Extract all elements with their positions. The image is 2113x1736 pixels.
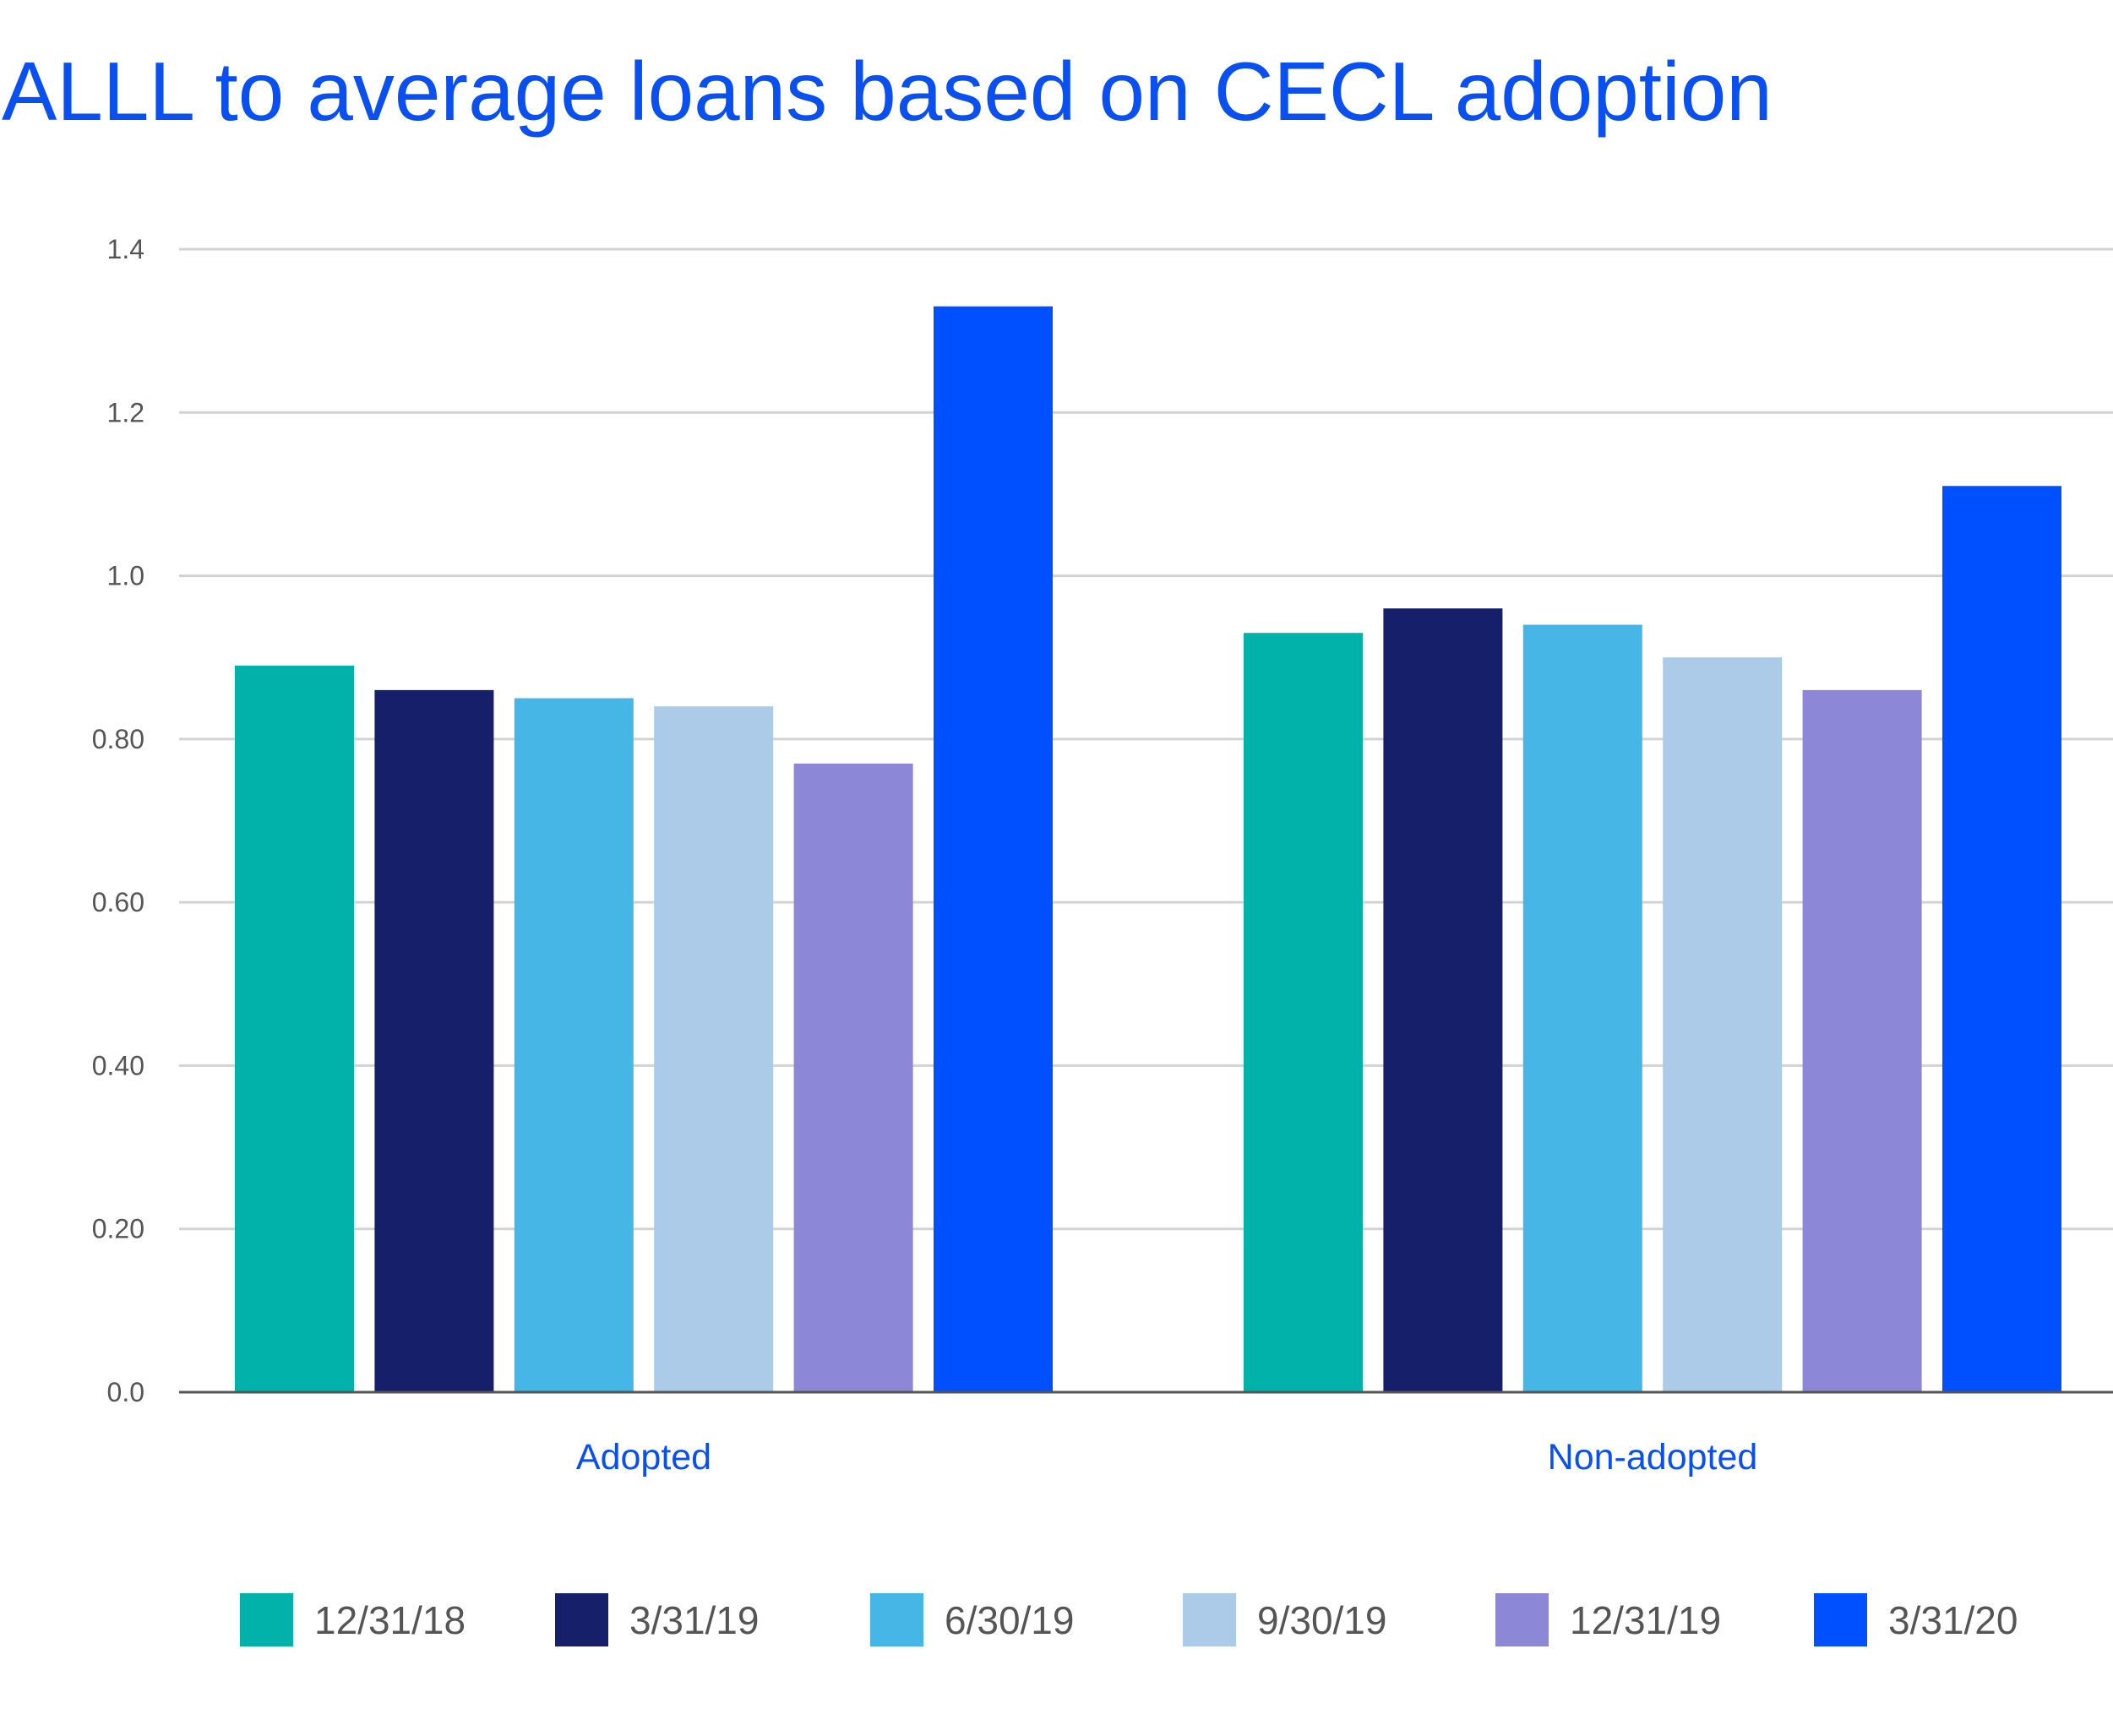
bar-6-30-19-adopted — [514, 698, 634, 1392]
legend-label: 6/30/19 — [945, 1598, 1074, 1642]
bar-3-31-20-adopted — [934, 306, 1053, 1392]
bar-6-30-19-non-adopted — [1522, 624, 1642, 1392]
y-tick-label: 0.20 — [92, 1214, 144, 1244]
legend-label: 12/31/18 — [314, 1598, 466, 1642]
legend-swatch — [1814, 1593, 1867, 1646]
bar-3-31-19-adopted — [374, 689, 494, 1392]
y-tick-label: 1.4 — [107, 234, 144, 264]
bar-9-30-19-adopted — [654, 706, 774, 1392]
bar-12-31-19-non-adopted — [1802, 689, 1922, 1392]
bar-9-30-19-non-adopted — [1663, 657, 1783, 1392]
legend-label: 3/31/20 — [1888, 1598, 2018, 1642]
bar-12-31-18-adopted — [235, 665, 354, 1392]
y-tick-label: 1.0 — [107, 561, 144, 591]
legend-label: 9/30/19 — [1257, 1598, 1386, 1642]
x-category-label: Non-adopted — [1548, 1437, 1758, 1478]
legend-swatch — [240, 1593, 293, 1646]
y-tick-label: 1.2 — [107, 397, 144, 427]
y-tick-label: 0.40 — [92, 1050, 144, 1080]
legend-label: 12/31/19 — [1570, 1598, 1721, 1642]
bar-12-31-19-adopted — [793, 763, 913, 1392]
bar-3-31-19-non-adopted — [1383, 608, 1503, 1392]
y-tick-label: 0.60 — [92, 887, 144, 917]
legend-swatch — [1495, 1593, 1549, 1646]
legend-label: 3/31/19 — [629, 1598, 759, 1642]
chart-title: ALLL to average loans based on CECL adop… — [2, 45, 1773, 138]
bar-12-31-18-non-adopted — [1244, 633, 1363, 1392]
y-tick-label: 0.80 — [92, 724, 144, 754]
legend-swatch — [1183, 1593, 1236, 1646]
bar-3-31-20-non-adopted — [1942, 486, 2061, 1392]
y-tick-label: 0.0 — [107, 1377, 144, 1407]
legend-swatch — [870, 1593, 923, 1646]
x-category-label: Adopted — [576, 1437, 711, 1478]
legend-swatch — [555, 1593, 608, 1646]
